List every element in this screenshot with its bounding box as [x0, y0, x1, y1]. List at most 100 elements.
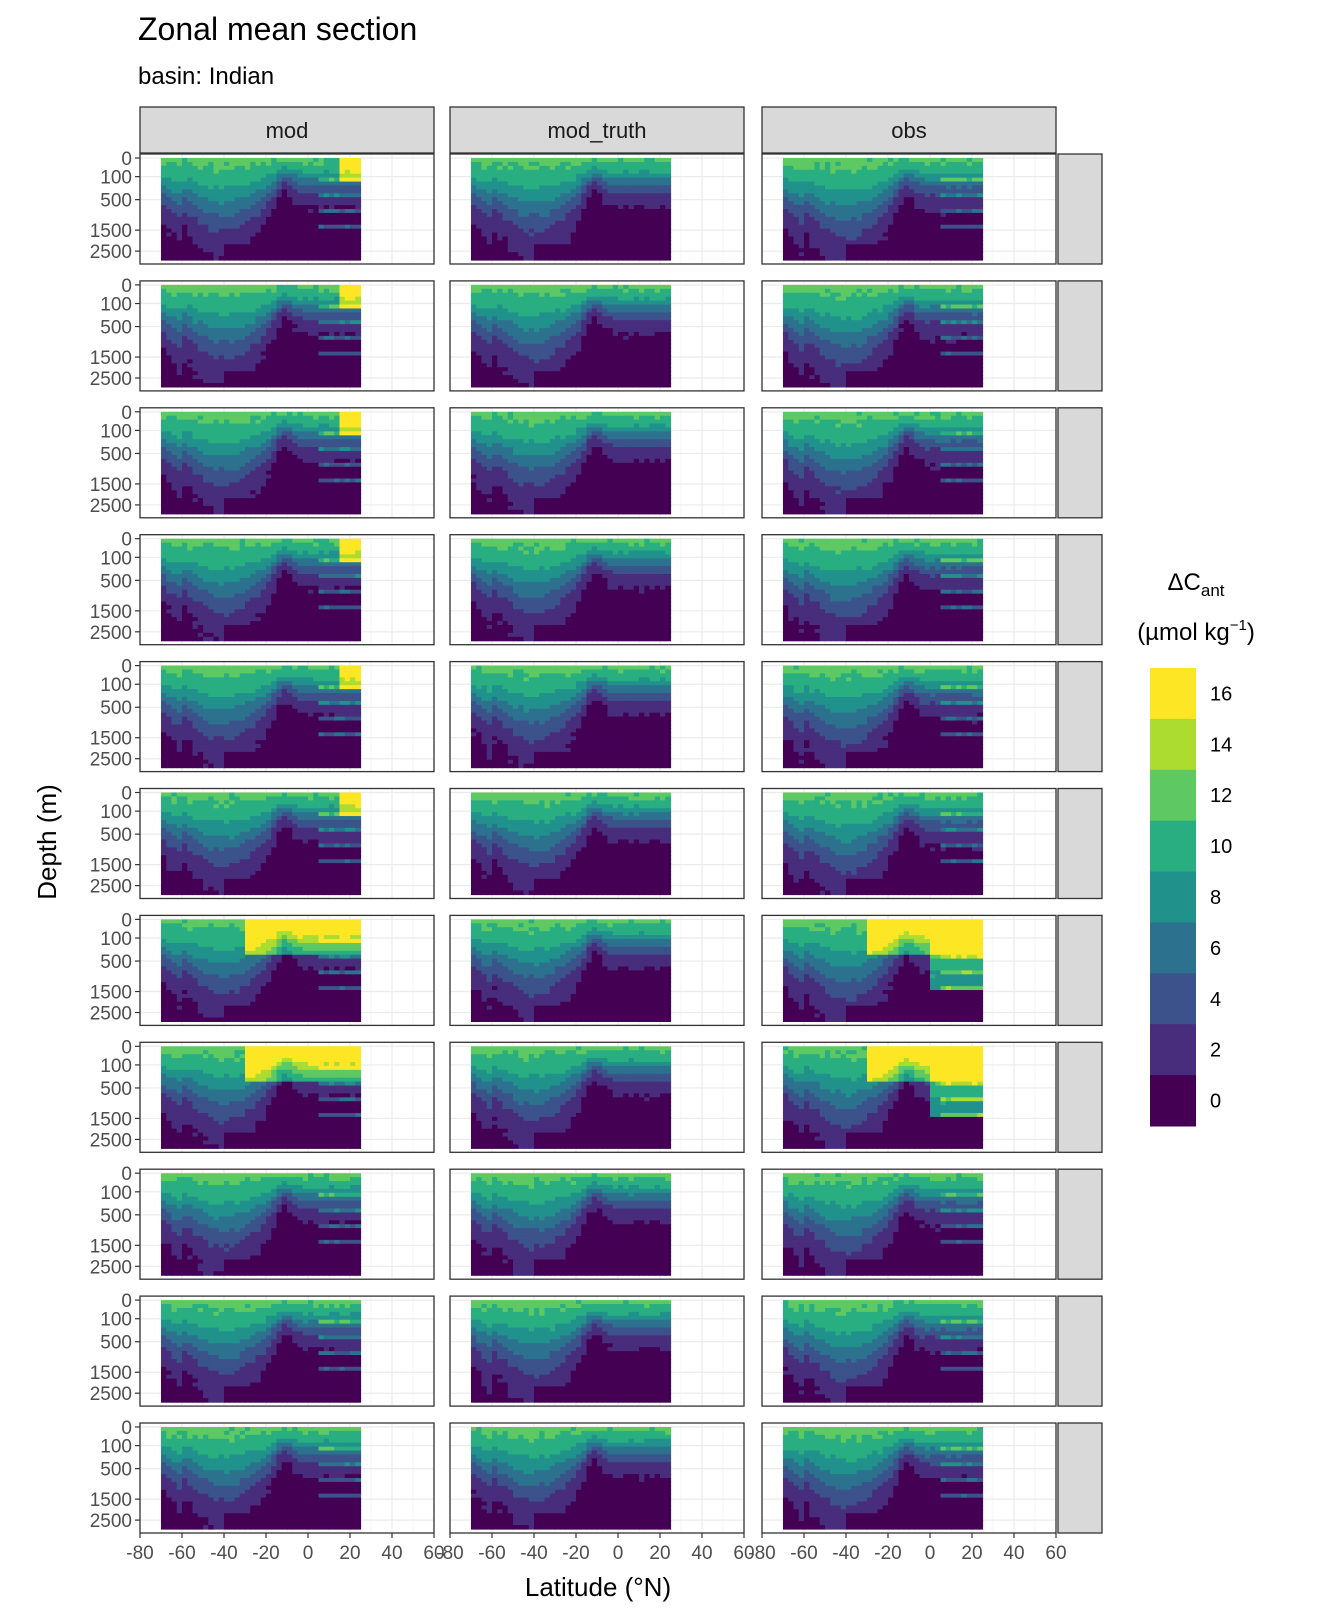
heatmap-cell — [339, 205, 346, 210]
heatmap-cell — [528, 216, 535, 222]
heatmap-cell — [308, 173, 314, 179]
heatmap-cell — [224, 177, 230, 183]
heatmap-cell — [628, 316, 635, 321]
heatmap-cell — [250, 379, 257, 384]
heatmap-cell — [476, 296, 483, 302]
heatmap-cell — [840, 209, 847, 214]
heatmap-cell — [830, 193, 837, 198]
heatmap-cell — [203, 312, 209, 317]
heatmap-cell — [471, 320, 477, 325]
heatmap-cell — [793, 161, 800, 167]
heatmap-cell — [612, 382, 619, 388]
heatmap-cell — [830, 228, 837, 234]
heatmap-cell — [355, 224, 362, 230]
heatmap-cell — [208, 177, 215, 183]
heatmap-cell — [581, 228, 588, 234]
heatmap-cell — [518, 212, 525, 218]
heatmap-cell — [903, 232, 910, 238]
heatmap-cell — [334, 189, 341, 194]
heatmap-cell — [618, 300, 624, 306]
heatmap-cell — [513, 232, 519, 238]
heatmap-cell — [161, 331, 167, 337]
heatmap-cell — [329, 228, 335, 234]
heatmap-cell — [523, 312, 530, 317]
heatmap-cell — [607, 355, 614, 361]
heatmap-cell — [302, 371, 309, 376]
heatmap-cell — [977, 228, 984, 234]
heatmap-cell — [639, 382, 645, 388]
heatmap-cell — [513, 339, 519, 345]
heatmap-cell — [245, 371, 251, 376]
heatmap-cell — [507, 244, 514, 249]
heatmap-cell — [507, 158, 514, 163]
heatmap-cell — [281, 308, 288, 313]
heatmap-cell — [623, 328, 630, 333]
heatmap-cell — [924, 240, 931, 245]
heatmap-cell — [213, 371, 220, 376]
heatmap-cell — [549, 335, 556, 341]
heatmap-cell — [576, 316, 582, 321]
heatmap-cell — [597, 382, 603, 388]
heatmap-cell — [628, 216, 635, 222]
heatmap-cell — [292, 189, 299, 194]
heatmap-cell — [329, 220, 335, 226]
heatmap-cell — [171, 173, 178, 179]
heatmap-cell — [903, 158, 910, 163]
heatmap-cell — [502, 228, 509, 234]
heatmap-cell — [518, 228, 525, 234]
heatmap-cell — [665, 351, 672, 357]
heatmap-cell — [176, 212, 183, 218]
heatmap-cell — [612, 224, 619, 230]
heatmap-cell — [203, 201, 209, 206]
heatmap-cell — [187, 256, 194, 261]
heatmap-cell — [287, 375, 293, 380]
heatmap-cell — [654, 343, 661, 349]
heatmap-cell — [292, 292, 299, 298]
heatmap-cell — [323, 205, 330, 210]
heatmap-cell — [591, 236, 598, 241]
heatmap-cell — [544, 382, 551, 388]
heatmap-cell — [809, 161, 816, 167]
heatmap-cell — [313, 382, 320, 388]
heatmap-cell — [888, 244, 894, 249]
heatmap-cell — [783, 177, 789, 183]
heatmap-cell — [192, 240, 199, 245]
heatmap-cell — [308, 201, 314, 206]
heatmap-cell — [660, 181, 666, 187]
heatmap-cell — [287, 189, 293, 194]
heatmap-cell — [513, 328, 519, 333]
heatmap-cell — [576, 339, 582, 345]
heatmap-cell — [840, 193, 847, 198]
heatmap-cell — [602, 292, 609, 298]
heatmap-cell — [602, 371, 609, 376]
heatmap-cell — [339, 379, 346, 384]
heatmap-cell — [851, 173, 858, 179]
heatmap-cell — [565, 189, 572, 194]
heatmap-cell — [329, 173, 335, 179]
heatmap-cell — [893, 240, 900, 245]
heatmap-cell — [649, 359, 656, 364]
heatmap-cell — [972, 240, 978, 245]
heatmap-cell — [788, 205, 795, 210]
heatmap-cell — [649, 308, 656, 313]
heatmap-cell — [623, 371, 630, 376]
heatmap-cell — [649, 363, 656, 368]
heatmap-cell — [846, 252, 852, 257]
heatmap-cell — [276, 375, 283, 380]
heatmap-cell — [350, 193, 356, 198]
heatmap-cell — [260, 205, 267, 210]
heatmap-cell — [281, 252, 288, 257]
heatmap-cell — [250, 201, 257, 206]
heatmap-cell — [297, 216, 304, 222]
heatmap-cell — [867, 161, 873, 167]
heatmap-cell — [649, 189, 656, 194]
heatmap-cell — [229, 379, 236, 384]
heatmap-cell — [334, 205, 341, 210]
heatmap-cell — [350, 189, 356, 194]
heatmap-cell — [523, 228, 530, 234]
heatmap-cell — [292, 296, 299, 302]
heatmap-cell — [576, 224, 582, 230]
heatmap-cell — [250, 343, 257, 349]
heatmap-cell — [840, 161, 847, 167]
heatmap-cell — [276, 339, 283, 345]
